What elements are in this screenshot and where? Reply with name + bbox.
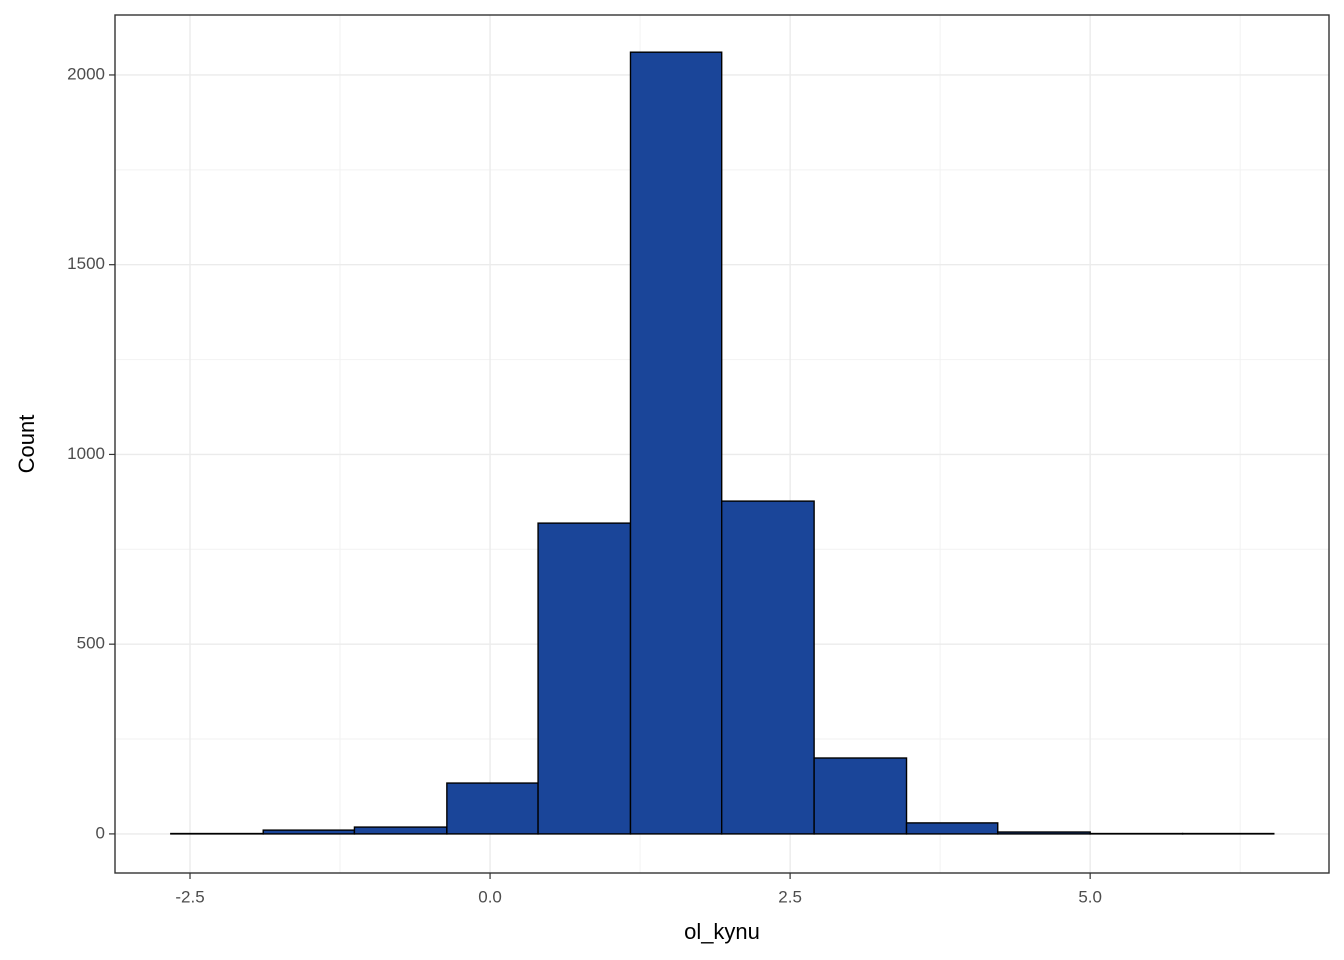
x-tick-label: -2.5: [175, 887, 204, 906]
bar: [813, 757, 908, 835]
bar: [262, 829, 356, 835]
y-tick-label: 1500: [67, 254, 105, 273]
y-tick-label: 0: [96, 823, 105, 842]
y-tick-label: 1000: [67, 444, 105, 463]
bar: [353, 826, 448, 835]
x-tick-label: 2.5: [778, 887, 802, 906]
bar: [997, 831, 1091, 835]
bar: [905, 822, 999, 835]
panel-border: [114, 14, 1330, 874]
x-axis-title: ol_kynu: [684, 919, 760, 944]
y-tick-label: 2000: [67, 64, 105, 83]
bar: [629, 51, 723, 835]
y-axis-title: Count: [14, 415, 39, 474]
x-tick-label: 5.0: [1078, 887, 1102, 906]
bar: [720, 500, 815, 835]
x-tick-label: 0.0: [478, 887, 502, 906]
bar: [537, 522, 632, 835]
y-tick-label: 500: [77, 634, 105, 653]
bar: [446, 782, 539, 835]
